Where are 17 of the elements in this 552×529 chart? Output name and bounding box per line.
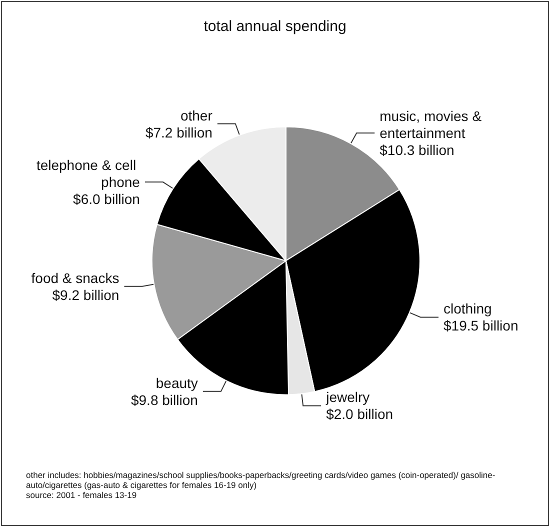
data-label: $2.0 billion <box>326 406 394 422</box>
source-note: source: 2001 - females 13-19 <box>26 490 138 500</box>
data-label: $6.0 billion <box>73 191 140 208</box>
slice-label: other <box>180 107 213 124</box>
chart-title: total annual spending <box>204 18 346 35</box>
data-label: $19.5 billion <box>444 318 518 334</box>
slice-label: jewelry <box>325 389 370 406</box>
slice-label: food & snacks <box>31 270 120 286</box>
slice-label: beauty <box>156 374 198 391</box>
data-label: $9.2 billion <box>52 286 120 303</box>
slice-label: telephone & cell phone <box>36 157 140 190</box>
data-label: $7.2 billion <box>145 124 212 140</box>
data-label: $10.3 billion <box>380 142 454 158</box>
text: other includes: hobbies/magazines/school supplies/books-paperbacks/greeting cards/video games (coin-operated)/ gasoline-auto/cigarettes (gas-auto & cigarettes for females 16-19 only) <box>26 470 496 490</box>
data-label: $9.8 billion <box>130 392 198 408</box>
slice-label: clothing <box>444 300 492 317</box>
slice-label: music, movies & entertainment <box>380 108 486 142</box>
